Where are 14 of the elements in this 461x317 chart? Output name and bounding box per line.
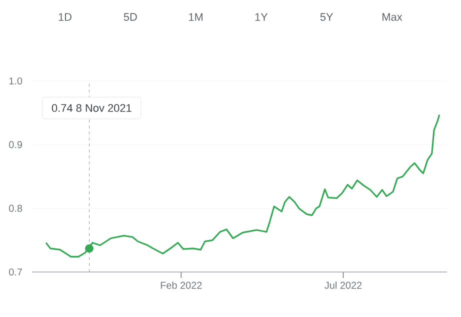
y-tick-label: 0.7 <box>9 268 22 276</box>
text: 1D <box>58 13 72 21</box>
x-tick-label: Jul 2022 <box>324 282 362 289</box>
text: 1Y <box>255 13 268 21</box>
y-tick-label: 0.9 <box>9 141 22 148</box>
text: 5D <box>124 13 137 21</box>
text: 5Y <box>320 13 334 21</box>
annotation: 0.74 8 Nov 2021 <box>52 104 132 112</box>
x-tick-label: Feb 2022 <box>160 282 202 289</box>
text: 1M <box>189 13 203 21</box>
line-series <box>45 114 440 258</box>
text: Max <box>382 13 402 21</box>
y-tick-label: 1.0 <box>9 77 22 85</box>
y-tick-label: 0.8 <box>9 204 22 212</box>
